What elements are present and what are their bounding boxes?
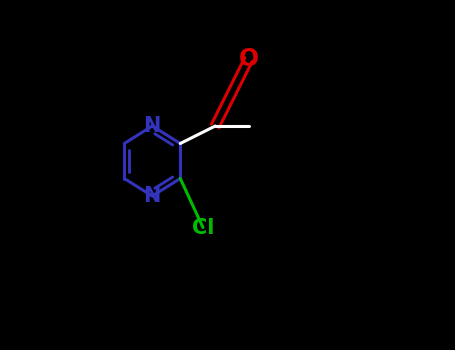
- Text: N: N: [144, 186, 161, 206]
- Text: O: O: [238, 48, 258, 71]
- Text: Cl: Cl: [192, 217, 214, 238]
- Text: N: N: [144, 116, 161, 136]
